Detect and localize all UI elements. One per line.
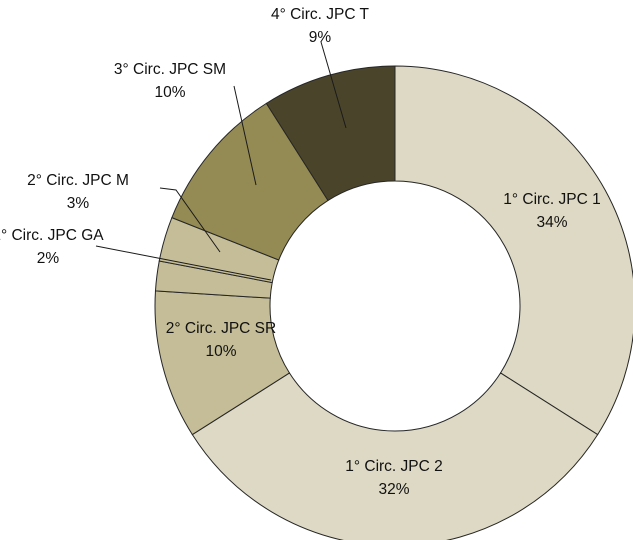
slice-percent-label: 3%: [67, 195, 90, 212]
slice-percent-label: 2%: [37, 250, 60, 267]
data-label-2-circ-jpc-m: 2° Circ. JPC M 3%: [27, 172, 129, 212]
slices-group: [154, 65, 633, 540]
slice-name-label: 2° Circ. JPC SR: [166, 320, 276, 337]
slice-name-label: 1° Circ. JPC 1: [503, 191, 601, 208]
data-label-2-circ-jpc-ga: 2° Circ. JPC GA 2%: [0, 227, 104, 267]
slice-name-label: 2° Circ. JPC GA: [0, 227, 104, 244]
slice-name-label: 1° Circ. JPC 2: [345, 458, 443, 475]
slice-1-circ-jpc-1: [394, 65, 633, 436]
leader-line-4-circ-jpc-t: [320, 41, 347, 129]
data-label-4-circ-jpc-t: 4° Circ. JPC T 9%: [271, 6, 370, 46]
slice-1-circ-jpc-2: [191, 372, 599, 540]
slice-percent-label: 10%: [154, 84, 185, 101]
slice-name-label: 4° Circ. JPC T: [271, 6, 370, 23]
data-label-3-circ-jpc-sm: 3° Circ. JPC SM 10%: [114, 61, 226, 101]
leader-lines-group: [95, 41, 347, 281]
labels-group: 1° Circ. JPC 1 34% 1° Circ. JPC 2 32% 2° Cir…: [0, 6, 601, 498]
data-label-2-circ-jpc-sr: 2° Circ. JPC SR 10%: [166, 320, 276, 360]
slice-name-label: 3° Circ. JPC SM: [114, 61, 226, 78]
slice-name-label: 2° Circ. JPC M: [27, 172, 129, 189]
leader-line-2-circ-jpc-ga: [95, 245, 272, 281]
slice-percent-label: 32%: [378, 481, 409, 498]
slice-percent-label: 9%: [309, 29, 332, 46]
data-label-1-circ-jpc-2: 1° Circ. JPC 2 32%: [345, 458, 443, 498]
data-label-1-circ-jpc-1: 1° Circ. JPC 1 34%: [503, 191, 601, 231]
leader-line-3-circ-jpc-sm: [233, 85, 257, 186]
leader-line-2-circ-jpc-m: [159, 187, 221, 253]
slice-4-circ-jpc-t: [265, 65, 396, 202]
slice-percent-label: 10%: [205, 343, 236, 360]
slice-percent-label: 34%: [536, 214, 567, 231]
